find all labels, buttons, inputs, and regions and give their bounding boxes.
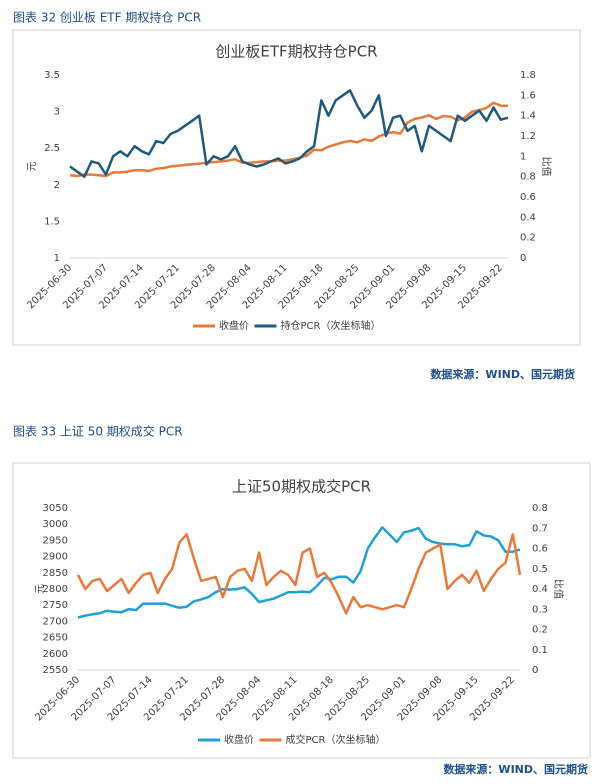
chart-title: 上证50期权成交PCR	[232, 478, 371, 496]
y-axis-label: 元	[35, 584, 46, 594]
legend-label: 收盘价	[219, 319, 249, 332]
chart-title: 创业板ETF期权持仓PCR	[215, 43, 377, 61]
caption: 图表 32 创业板 ETF 期权持仓 PCR	[13, 10, 201, 25]
series-line	[69, 89, 509, 178]
y-tick-label: 3050	[43, 503, 68, 514]
y2-tick-label: 0.7	[532, 523, 548, 534]
y2-tick-label: 1.8	[520, 70, 536, 81]
legend-label: 收盘价	[224, 733, 254, 746]
y-tick-label: 2900	[43, 552, 68, 563]
series-line	[76, 533, 522, 615]
y2-tick-label: 0.8	[520, 172, 536, 183]
y2-tick-label: 0.5	[532, 564, 548, 575]
y2-tick-label: 0	[532, 665, 538, 676]
y-tick-label: 2.5	[44, 143, 60, 154]
y2-axis-label: 比值	[552, 579, 565, 599]
y2-tick-label: 1.6	[520, 90, 536, 101]
series-line	[69, 101, 508, 178]
y-tick-label: 2700	[43, 616, 68, 627]
y2-axis-label: 比值	[540, 157, 553, 177]
y-tick-label: 1	[54, 253, 60, 264]
y2-tick-label: 0	[520, 253, 526, 264]
y2-tick-label: 0.6	[532, 544, 548, 555]
y-tick-label: 3.5	[44, 70, 60, 81]
y-tick-label: 3	[54, 107, 60, 118]
y2-tick-label: 0.6	[520, 192, 536, 203]
y-tick-label: 2850	[43, 568, 68, 579]
source: 数据来源：WIND、国元期货	[430, 367, 575, 381]
y2-tick-label: 0.4	[532, 584, 548, 595]
y-axis-label: 元	[27, 162, 38, 172]
series-line	[77, 526, 521, 619]
y-tick-label: 2800	[43, 584, 68, 595]
y2-tick-label: 0.1	[532, 645, 548, 656]
y2-tick-label: 1.4	[520, 111, 536, 122]
y2-tick-label: 0.3	[532, 604, 548, 615]
legend-label: 持仓PCR（次坐标轴）	[281, 319, 381, 332]
y2-tick-label: 1.2	[520, 131, 536, 142]
y-tick-label: 3000	[43, 519, 68, 530]
y2-tick-label: 0.2	[520, 233, 536, 244]
y-tick-label: 2950	[43, 535, 68, 546]
y-tick-label: 2600	[43, 649, 68, 660]
y-tick-label: 1.5	[44, 216, 60, 227]
y-tick-label: 2650	[43, 633, 68, 644]
y2-tick-label: 0.8	[532, 503, 548, 514]
y2-tick-label: 0.2	[532, 625, 548, 636]
y2-tick-label: 1	[520, 151, 526, 162]
legend-label: 成交PCR（次坐标轴）	[286, 733, 386, 746]
y-tick-label: 2550	[43, 665, 68, 676]
y-tick-label: 2750	[43, 600, 68, 611]
source: 数据来源：WIND、国元期货	[443, 762, 588, 776]
caption: 图表 33 上证 50 期权成交 PCR	[13, 424, 183, 439]
y2-tick-label: 0.4	[520, 212, 536, 223]
y-tick-label: 2	[54, 180, 60, 191]
chart-frame	[12, 29, 581, 346]
